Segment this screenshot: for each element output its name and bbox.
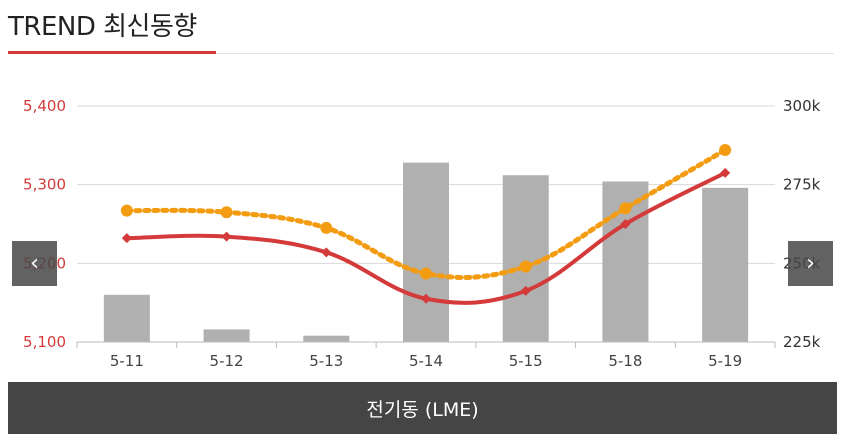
point-5-13	[320, 221, 333, 234]
bar-5-12	[203, 329, 250, 342]
point-5-15	[519, 260, 532, 273]
right-axis: 225k250k275k300k	[783, 97, 821, 351]
bar-5-15	[502, 175, 549, 342]
point-5-18	[620, 219, 631, 229]
left-tick-label: 5,300	[23, 176, 66, 194]
x-tick-label: 5-13	[309, 352, 343, 370]
point-5-14	[421, 293, 431, 304]
point-5-18	[619, 202, 632, 215]
x-tick-label: 5-11	[110, 352, 144, 370]
x-axis: 5-11 5-12 5-13 5-14 5-15 5-18 5-19	[76, 341, 776, 370]
point-5-13	[321, 247, 332, 258]
bar-series	[103, 162, 749, 342]
x-tick-label: 5-15	[509, 352, 543, 370]
right-tick-label: 275k	[783, 176, 821, 194]
material-label-bar[interactable]: 전기동 (LME)	[8, 382, 837, 434]
title-divider	[8, 53, 834, 54]
chevron-right-icon[interactable]: ›	[788, 241, 833, 286]
bar-5-11	[103, 294, 150, 342]
bar-5-14	[403, 162, 449, 342]
chevron-left-icon[interactable]: ‹	[12, 241, 57, 286]
left-tick-label: 5,100	[23, 333, 66, 351]
x-tick-label: 5-12	[210, 352, 244, 370]
point-5-19	[719, 144, 732, 157]
x-tick-label: 5-19	[708, 352, 742, 370]
bar-5-19	[702, 187, 749, 342]
left-tick-label: 5,400	[23, 97, 66, 115]
x-tick-label: 5-14	[409, 352, 443, 370]
right-tick-label: 300k	[783, 97, 821, 115]
point-5-11	[120, 204, 133, 217]
point-5-12	[221, 231, 232, 242]
right-tick-label: 225k	[783, 333, 821, 351]
line-series	[120, 144, 732, 305]
point-5-12	[220, 206, 233, 219]
page-title: TREND 최신동향	[8, 12, 197, 42]
point-5-15	[520, 285, 531, 296]
bar-5-13	[303, 335, 350, 342]
x-tick-label: 5-18	[608, 352, 642, 370]
point-5-14	[420, 267, 432, 280]
title-underline	[8, 51, 216, 54]
point-5-19	[720, 167, 731, 178]
point-5-11	[121, 233, 132, 244]
